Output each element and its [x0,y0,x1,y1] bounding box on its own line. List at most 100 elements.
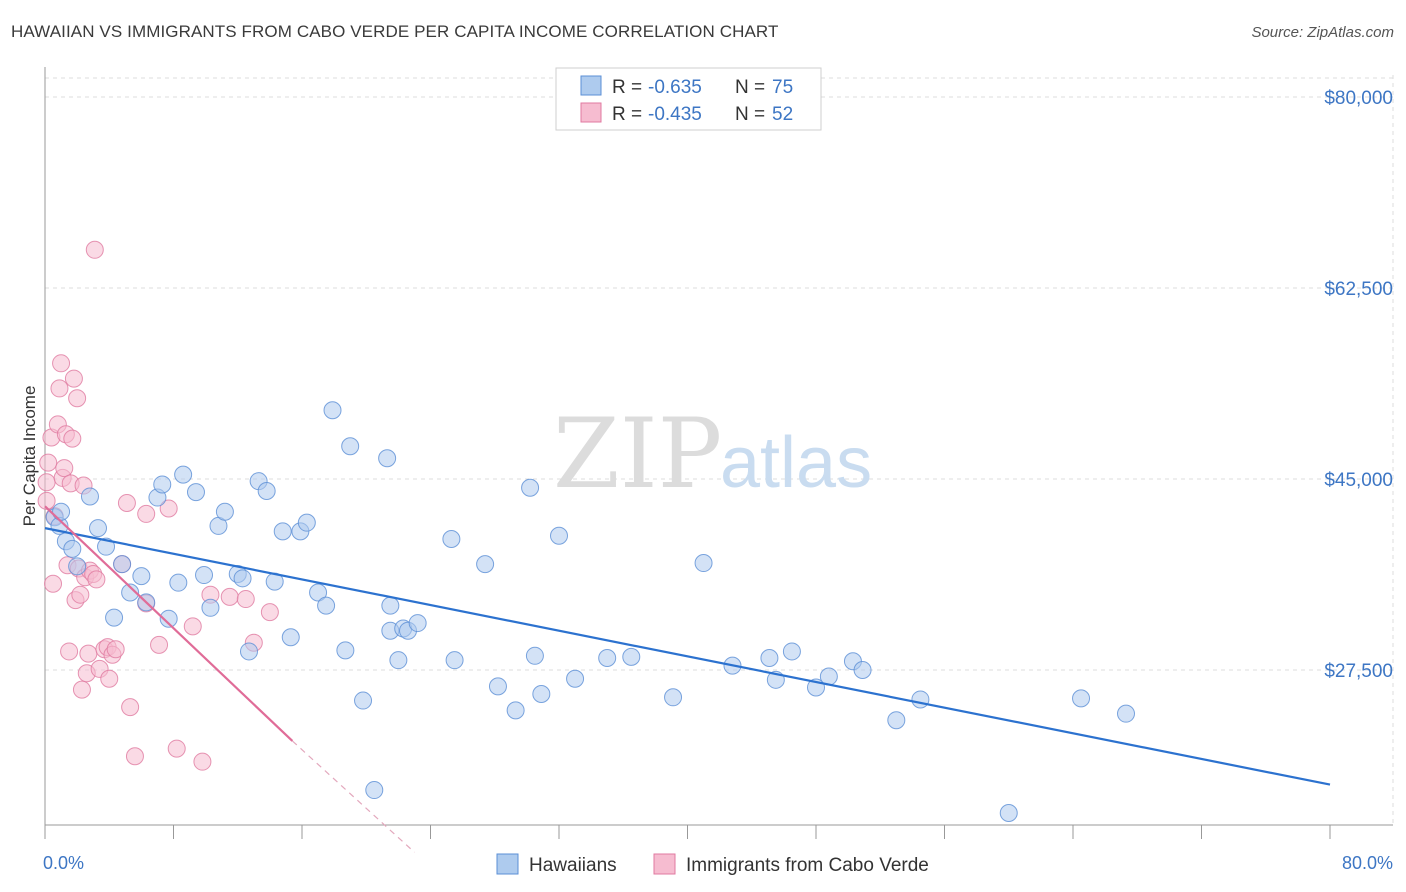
point-hawaiians-41 [378,449,397,468]
trend-layer [44,505,1331,853]
point-hawaiians-25 [233,569,252,588]
point-cabo-verde-45 [183,617,202,636]
y-tick-label-1: $62,500 [1324,279,1393,300]
series-legend-label-cabo-verde: Immigrants from Cabo Verde [686,855,929,876]
point-hawaiians-28 [257,482,276,501]
point-cabo-verde-13 [60,642,79,661]
point-hawaiians-34 [309,583,328,602]
point-hawaiians-50 [476,555,495,574]
legend-r-label-2: R = [612,104,642,125]
point-hawaiians-48 [445,651,464,670]
point-cabo-verde-48 [220,587,239,606]
point-cabo-verde-39 [125,747,144,766]
point-hawaiians-35 [317,596,336,615]
x-tick-label-left: 0.0% [43,853,84,873]
point-hawaiians-21 [201,598,220,617]
point-hawaiians-36 [323,401,342,420]
point-cabo-verde-20 [71,585,90,604]
trendline-hawaiians [44,527,1331,786]
point-hawaiians-7 [89,519,108,538]
point-hawaiians-8 [97,537,116,556]
point-hawaiians-74 [1117,704,1136,723]
point-cabo-verde-49 [236,590,255,609]
point-hawaiians-47 [408,614,427,633]
point-cabo-verde-46 [193,752,212,771]
point-cabo-verde-38 [121,698,140,717]
point-hawaiians-65 [782,642,801,661]
point-hawaiians-23 [215,502,234,521]
point-hawaiians-20 [195,566,214,585]
point-hawaiians-16 [159,609,178,628]
point-hawaiians-56 [550,526,568,545]
point-hawaiians-33 [297,513,316,532]
point-hawaiians-2 [52,502,71,521]
y-tick-labels: $80,000 $62,500 $45,000 $27,500 [1324,88,1393,682]
legend-n-label-1: N = [735,77,765,98]
point-cabo-verde-4 [44,574,63,593]
point-cabo-verde-29 [87,570,106,589]
point-hawaiians-54 [525,646,544,665]
x-tick-label-right: 80.0% [1342,853,1393,873]
point-hawaiians-37 [336,641,355,660]
watermark-zip: ZIP [553,398,722,510]
legend-r-value-1: -0.635 [648,77,702,98]
points-layer [37,240,1136,822]
legend-n-value-2: 52 [772,104,793,125]
point-cabo-verde-37 [117,494,136,513]
point-hawaiians-49 [442,530,461,549]
point-cabo-verde-15 [63,429,82,448]
point-cabo-verde-16 [64,369,83,388]
point-hawaiians-17 [169,573,188,592]
y-tick-label-2: $45,000 [1324,470,1393,491]
point-hawaiians-6 [80,487,99,506]
series-legend-swatch-cabo-verde [653,853,676,875]
point-hawaiians-73 [1072,689,1091,708]
point-cabo-verde-28 [85,240,104,259]
point-hawaiians-55 [532,685,551,704]
trendline-cabo-verde [44,505,294,742]
legend-swatch-hawaiians [580,75,602,96]
point-cabo-verde-10 [55,459,74,478]
point-hawaiians-40 [365,781,384,800]
point-hawaiians-11 [121,583,140,602]
point-cabo-verde-18 [68,389,87,408]
point-hawaiians-63 [760,648,779,667]
point-hawaiians-71 [911,690,930,709]
point-hawaiians-59 [622,647,641,666]
point-hawaiians-10 [113,555,132,574]
point-hawaiians-4 [63,539,82,558]
point-cabo-verde-7 [50,379,69,398]
point-hawaiians-61 [694,554,713,573]
y-axis-label: Per Capita Income [20,386,39,527]
point-hawaiians-58 [598,648,617,667]
point-cabo-verde-8 [52,354,71,373]
point-hawaiians-9 [105,608,124,627]
point-hawaiians-39 [354,691,373,710]
point-hawaiians-70 [887,711,906,730]
point-cabo-verde-2 [39,453,58,472]
legend-r-label-1: R = [612,77,642,98]
point-hawaiians-26 [239,642,258,661]
y-tick-label-0: $80,000 [1324,88,1393,109]
point-hawaiians-57 [566,669,585,688]
point-hawaiians-52 [506,701,525,720]
series-legend-label-hawaiians: Hawaiians [529,855,617,876]
point-cabo-verde-0 [37,491,56,510]
series-legend-swatch-hawaiians [496,853,519,875]
point-hawaiians-51 [488,677,507,696]
point-cabo-verde-42 [150,635,169,654]
point-cabo-verde-1 [37,473,56,492]
point-hawaiians-44 [389,651,408,670]
point-cabo-verde-43 [159,499,178,518]
series-legend: Hawaiians Immigrants from Cabo Verde [496,853,929,876]
legend-r-value-2: -0.435 [648,104,702,125]
point-hawaiians-38 [341,437,360,456]
legend-n-value-1: 75 [772,77,793,98]
point-hawaiians-12 [132,567,151,586]
point-cabo-verde-25 [79,644,98,663]
point-cabo-verde-33 [100,669,119,688]
point-hawaiians-53 [521,478,540,497]
point-hawaiians-15 [153,475,172,494]
point-hawaiians-5 [68,557,87,576]
